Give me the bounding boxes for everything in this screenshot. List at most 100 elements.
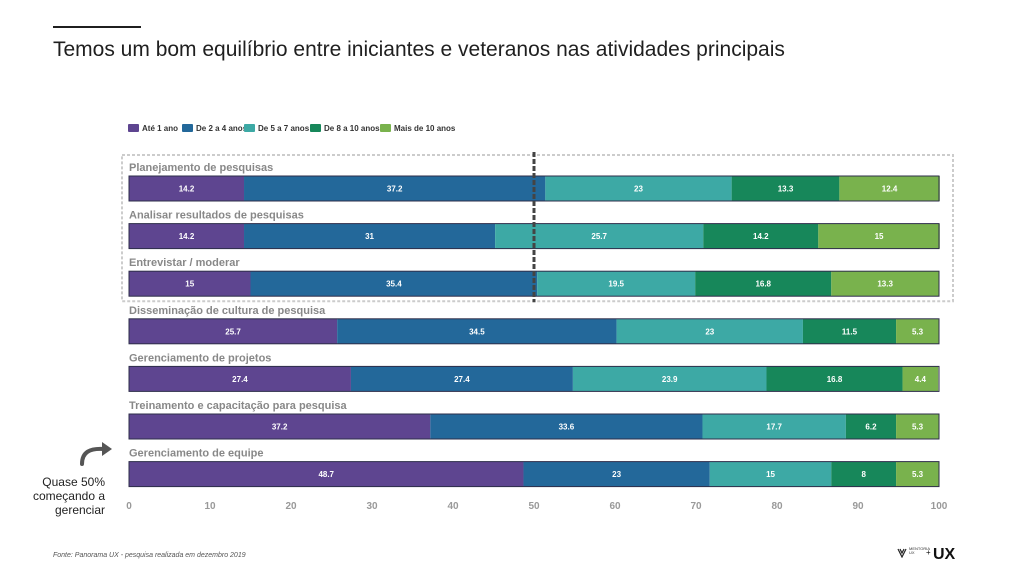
- bar-segment: [896, 461, 939, 487]
- bar-segment: [831, 461, 897, 487]
- data-label: 27.4: [454, 375, 470, 384]
- bar-segment: [537, 271, 696, 297]
- logo-small-text: MENTORIA UX: [909, 546, 930, 555]
- bar-segment: [129, 176, 245, 201]
- bar-segment: [129, 223, 245, 249]
- data-label: 14.2: [179, 185, 195, 194]
- category-label: Planejamento de pesquisas: [129, 162, 273, 174]
- bar-segment: [244, 176, 546, 201]
- legend-swatch: [128, 124, 139, 132]
- bar-outline: [128, 461, 940, 488]
- bar-segment: [337, 318, 617, 344]
- logo-text: UX: [933, 546, 956, 563]
- data-label: 34.5: [469, 327, 485, 336]
- annotation-note: Quase 50% começando a gerenciar: [32, 475, 105, 517]
- data-label: 31: [365, 232, 374, 241]
- bar-segment: [129, 414, 431, 439]
- logo-mark-icon: [897, 548, 907, 558]
- category-label: Analisar resultados de pesquisas: [129, 210, 304, 222]
- x-tick-label: 0: [126, 501, 132, 512]
- bar-segment: [129, 318, 338, 344]
- legend-label: De 2 a 4 anos: [196, 124, 248, 133]
- brand-logo: MENTORIA UX + UX: [897, 546, 959, 564]
- x-tick-label: 60: [609, 501, 621, 512]
- bar-segment: [430, 414, 703, 439]
- bar-segment: [731, 176, 840, 201]
- data-label: 12.4: [882, 185, 898, 194]
- bar-segment: [702, 414, 846, 439]
- bar-outline: [128, 318, 940, 345]
- bar-outline: [128, 413, 940, 440]
- data-label: 27.4: [232, 375, 248, 384]
- x-tick-label: 70: [690, 501, 702, 512]
- bar-segment: [703, 223, 819, 249]
- data-label: 16.8: [755, 280, 771, 289]
- data-label: 19.5: [608, 280, 624, 289]
- x-tick-label: 50: [528, 501, 540, 512]
- bar-segment: [839, 176, 940, 201]
- data-label: 48.7: [318, 470, 334, 479]
- data-label: 17.7: [766, 423, 782, 432]
- data-label: 14.2: [179, 232, 195, 241]
- bar-segment: [129, 366, 351, 392]
- page-title: Temos um bom equilíbrio entre iniciantes…: [53, 38, 785, 61]
- legend-swatch: [244, 124, 255, 132]
- bar-segment: [545, 176, 732, 201]
- data-label: 11.5: [842, 327, 858, 336]
- bar-segment: [896, 318, 939, 344]
- legend-label: Mais de 10 anos: [394, 124, 456, 133]
- bar-segment: [818, 223, 940, 249]
- legend-swatch: [380, 124, 391, 132]
- bar-segment: [896, 414, 939, 439]
- data-label: 15: [766, 470, 775, 479]
- bar-segment: [244, 223, 496, 249]
- data-label: 23: [612, 470, 621, 479]
- data-label: 4.4: [915, 375, 927, 384]
- data-label: 23: [705, 327, 714, 336]
- data-label: 5.3: [912, 327, 924, 336]
- legend-swatch: [310, 124, 321, 132]
- data-label: 35.4: [386, 280, 402, 289]
- data-label: 14.2: [753, 232, 769, 241]
- data-label: 37.2: [272, 423, 288, 432]
- data-label: 13.3: [877, 280, 893, 289]
- curved-arrow-icon: [80, 442, 112, 466]
- x-tick-label: 20: [285, 501, 297, 512]
- data-label: 25.7: [591, 232, 607, 241]
- category-label: Entrevistar / moderar: [129, 257, 240, 269]
- bar-outline: [128, 365, 940, 392]
- logo-plus: +: [926, 548, 931, 557]
- title-rule: [53, 26, 141, 28]
- bar-segment: [709, 461, 832, 487]
- bar-segment: [495, 223, 704, 249]
- x-tick-label: 10: [204, 501, 216, 512]
- bar-segment: [350, 366, 573, 392]
- data-label: 8: [861, 470, 866, 479]
- x-tick-label: 80: [771, 501, 783, 512]
- data-label: 5.3: [912, 423, 924, 432]
- bar-segment: [572, 366, 767, 392]
- bar-segment: [695, 271, 832, 297]
- bar-segment: [129, 461, 524, 487]
- source-footnote: Fonte: Panorama UX - pesquisa realizada …: [53, 552, 246, 559]
- x-tick-label: 40: [447, 501, 459, 512]
- legend-label: De 8 a 10 anos: [324, 124, 380, 133]
- data-label: 13.3: [778, 185, 794, 194]
- x-tick-label: 100: [931, 501, 948, 512]
- bar-segment: [616, 318, 803, 344]
- data-label: 23: [634, 185, 643, 194]
- category-label: Treinamento e capacitação para pesquisa: [129, 400, 348, 412]
- bar-segment: [802, 318, 897, 344]
- data-label: 33.6: [559, 423, 575, 432]
- x-tick-label: 90: [852, 501, 864, 512]
- data-label: 6.2: [865, 423, 877, 432]
- bar-segment: [129, 271, 251, 297]
- bar-segment: [845, 414, 897, 439]
- data-label: 15: [185, 280, 194, 289]
- bar-segment: [250, 271, 538, 297]
- x-tick-label: 30: [366, 501, 378, 512]
- data-label: 16.8: [827, 375, 843, 384]
- category-label: Gerenciamento de equipe: [129, 448, 263, 460]
- data-label: 25.7: [225, 327, 241, 336]
